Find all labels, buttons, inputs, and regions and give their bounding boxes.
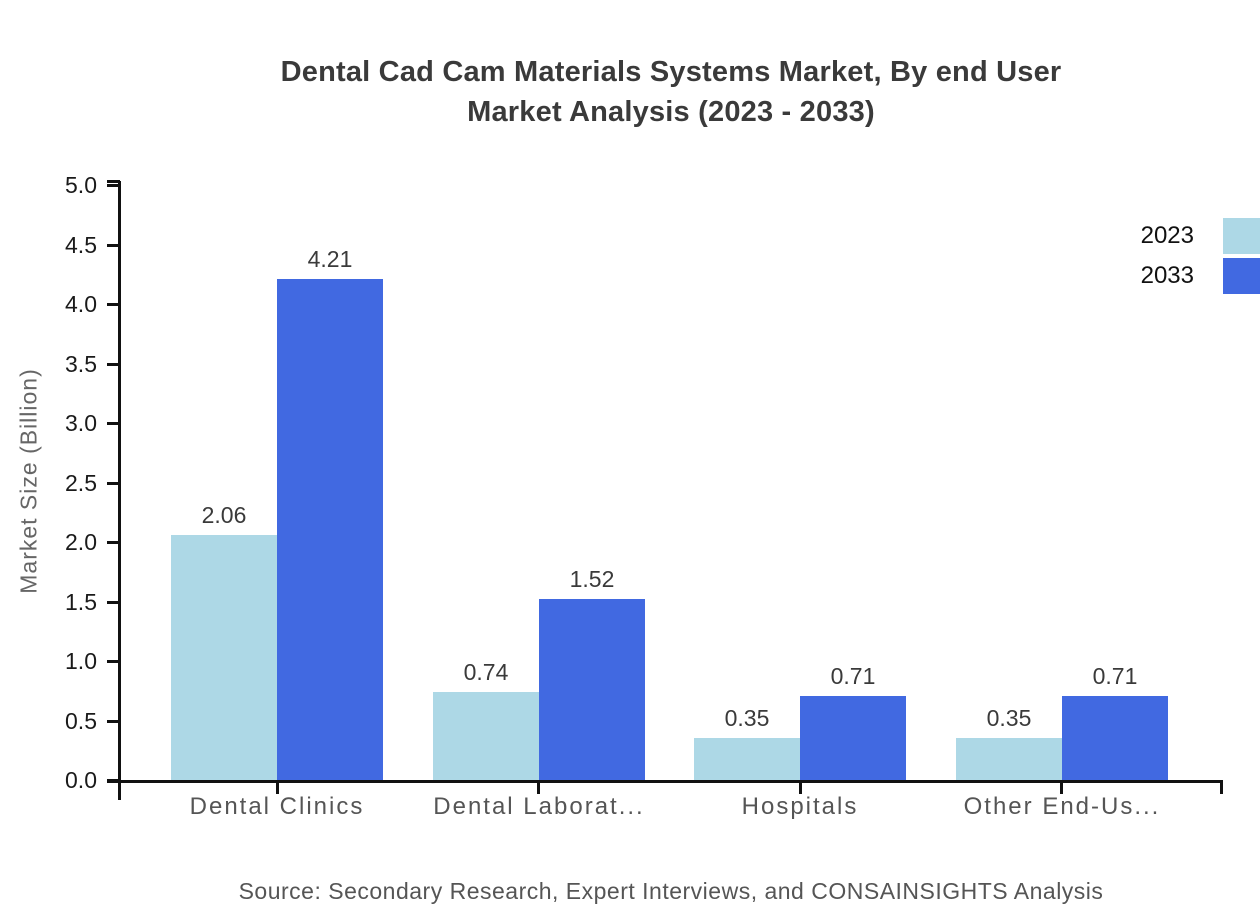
bar-value-label-2033-dental-clinics: 4.21: [307, 246, 353, 272]
legend-swatch-2023: [1223, 218, 1260, 254]
y-axis-tick: [107, 244, 120, 247]
bar-2023-dental-clinics: [171, 535, 277, 780]
y-axis-tick: [107, 363, 120, 366]
y-axis-tick-label: 0.0: [65, 767, 97, 793]
bar-2033-dental-clinics: [277, 279, 383, 780]
y-axis-tick: [107, 720, 120, 723]
source-note: Source: Secondary Research, Expert Inter…: [238, 878, 1104, 904]
legend-swatch-2033: [1223, 258, 1260, 294]
bar-value-label-2033-hospitals: 0.71: [830, 663, 876, 689]
bar-2033-hospitals: [800, 696, 906, 780]
x-axis-tick: [276, 780, 279, 794]
legend-item-2033: 2033: [1141, 258, 1260, 294]
bar-value-label-2023-hospitals: 0.35: [724, 705, 770, 731]
y-axis-tick: [107, 779, 120, 782]
y-axis-tick-label: 4.0: [65, 291, 97, 317]
chart-title-line1: Dental Cad Cam Materials Systems Market,…: [280, 56, 1062, 88]
y-axis-end-cap: [107, 180, 120, 183]
x-axis-tick: [1060, 780, 1063, 794]
y-axis-tick-label: 1.5: [65, 589, 97, 615]
x-axis-category-label-dental-clinics: Dental Clinics: [189, 793, 365, 820]
x-axis-tick: [799, 780, 802, 794]
y-axis-tick: [107, 303, 120, 306]
x-axis-tick: [537, 780, 540, 794]
y-axis-tick-label: 2.0: [65, 529, 97, 555]
y-axis-tick-label: 1.0: [65, 648, 97, 674]
legend: 2023 2033: [1141, 218, 1260, 298]
legend-item-2023: 2023: [1141, 218, 1260, 254]
bar-2033-dental-laborat: [539, 599, 645, 780]
legend-label-2023: 2023: [1140, 222, 1194, 249]
chart-title-line2: Market Analysis (2023 - 2033): [467, 96, 875, 128]
bar-2023-other-end-us: [956, 738, 1062, 780]
y-axis-tick: [107, 660, 120, 663]
y-axis-tick-label: 4.5: [65, 232, 97, 258]
bar-value-label-2033-other-end-us: 0.71: [1092, 663, 1138, 689]
legend-label-2033: 2033: [1140, 262, 1194, 289]
y-axis-line: [118, 181, 121, 800]
bar-2023-hospitals: [694, 738, 800, 780]
y-axis-tick: [107, 541, 120, 544]
bar-2033-other-end-us: [1062, 696, 1168, 780]
bar-value-label-2023-other-end-us: 0.35: [986, 705, 1032, 731]
bar-value-label-2033-dental-laborat: 1.52: [569, 566, 615, 592]
x-axis-category-label-dental-laborat: Dental Laborat...: [433, 793, 645, 820]
x-axis-line: [107, 780, 1223, 783]
bar-2023-dental-laborat: [433, 692, 539, 780]
bar-value-label-2023-dental-laborat: 0.74: [463, 659, 509, 685]
y-axis-tick: [107, 482, 120, 485]
x-axis-category-label-hospitals: Hospitals: [741, 793, 859, 820]
x-axis-end-cap: [1220, 780, 1223, 794]
y-axis-tick-label: 3.5: [65, 351, 97, 377]
chart-title: Dental Cad Cam Materials Systems Market,…: [120, 52, 1222, 132]
y-axis-tick: [107, 601, 120, 604]
y-axis-tick-label: 0.5: [65, 708, 97, 734]
y-axis-tick: [107, 422, 120, 425]
x-axis-category-label-other-end-us: Other End-Us...: [963, 793, 1161, 820]
y-axis-tick-label: 3.0: [65, 410, 97, 436]
bar-value-label-2023-dental-clinics: 2.06: [201, 502, 247, 528]
y-axis-tick-label: 5.0: [65, 172, 97, 198]
y-axis-tick-label: 2.5: [65, 470, 97, 496]
y-axis-tick: [107, 184, 120, 187]
